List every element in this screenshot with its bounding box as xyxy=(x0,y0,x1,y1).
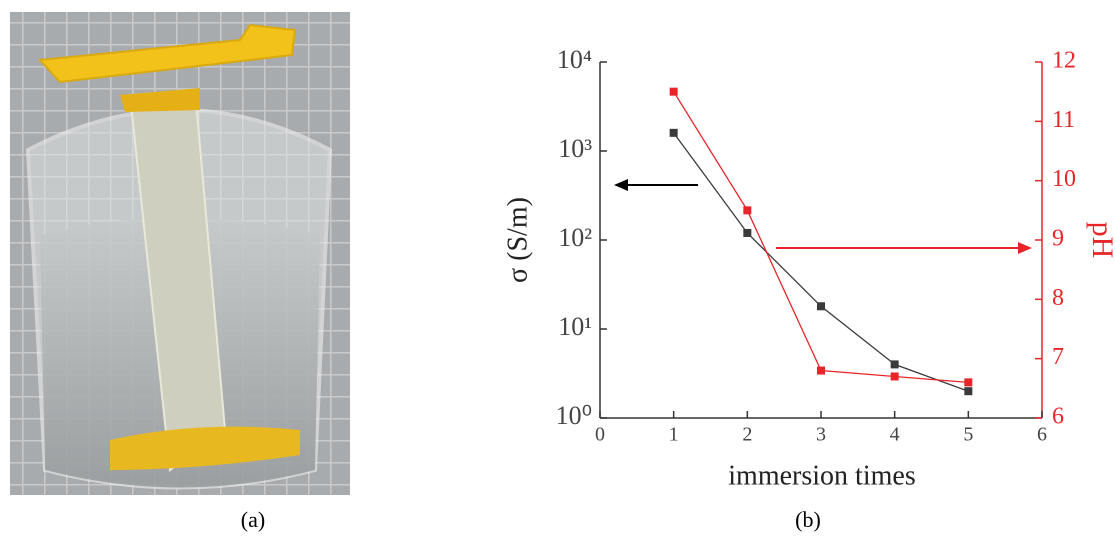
x-tick-label: 4 xyxy=(890,424,900,446)
data-point xyxy=(817,366,825,375)
y-tick-label: 10³ xyxy=(558,134,592,163)
arrow xyxy=(776,242,1032,254)
x-tick-label: 0 xyxy=(595,424,605,446)
data-point xyxy=(669,87,678,96)
x-tick-label: 5 xyxy=(963,424,973,446)
data-point xyxy=(890,372,899,381)
x-axis-label: immersion times xyxy=(728,460,915,491)
data-point xyxy=(817,302,825,311)
x-tick-label: 2 xyxy=(742,424,752,446)
y2-tick-label: 8 xyxy=(1052,285,1064,311)
y-tick-label: 10⁴ xyxy=(557,45,592,74)
y2-tick-label: 12 xyxy=(1052,48,1076,74)
data-point xyxy=(964,378,973,387)
photo xyxy=(10,12,350,495)
y2-tick-label: 6 xyxy=(1052,404,1064,430)
data-point xyxy=(743,228,752,237)
y2-axis-label: pH xyxy=(1086,222,1115,259)
y2-tick-label: 9 xyxy=(1052,226,1064,252)
y-tick-label: 10² xyxy=(558,223,592,252)
x-tick-label: 6 xyxy=(1037,424,1047,446)
data-point xyxy=(743,206,752,215)
y-tick-label: 10⁰ xyxy=(556,401,592,430)
arrow xyxy=(614,179,698,191)
caption: (a) xyxy=(241,507,265,532)
series-line xyxy=(673,132,969,392)
x-tick-label: 3 xyxy=(816,424,826,446)
series-line xyxy=(673,91,969,384)
data-point xyxy=(669,128,678,137)
y-tick-label: 10¹ xyxy=(558,312,592,341)
y2-tick-label: 10 xyxy=(1052,166,1076,192)
y2-tick-label: 7 xyxy=(1052,344,1064,370)
y-axis-label: σ (S/m) xyxy=(502,197,533,283)
data-point xyxy=(890,360,899,369)
data-point xyxy=(964,387,973,396)
x-tick-label: 1 xyxy=(669,424,679,446)
y2-tick-label: 11 xyxy=(1052,107,1075,133)
caption: (b) xyxy=(795,507,821,532)
